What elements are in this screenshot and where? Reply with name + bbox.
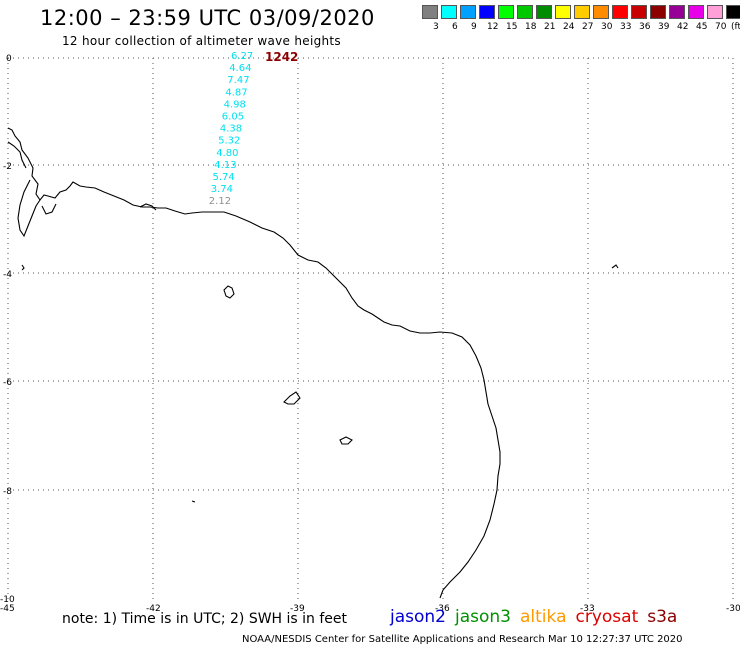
legend-label: 21 (544, 22, 556, 32)
legend-label: (ft) (731, 22, 740, 32)
legend-swatch (631, 5, 647, 19)
legend-swatch (707, 5, 723, 19)
longitude-tick-label: -45 (0, 604, 15, 614)
latitude-tick-label: -4 (3, 270, 12, 280)
satellite-label: altika (520, 607, 567, 627)
legend-label: 33 (620, 22, 632, 32)
wave-height-value: 5.32 (218, 136, 240, 147)
latitude-tick-label: -2 (3, 162, 12, 172)
legend-swatch (650, 5, 666, 19)
legend-label: 9 (471, 22, 477, 32)
latitude-tick-label: -6 (3, 378, 12, 388)
credit-line: NOAA/NESDIS Center for Satellite Applica… (242, 634, 683, 645)
coastline (7, 127, 619, 599)
satellite-legend: jason2 jason3 altika cryosat s3a (390, 607, 686, 627)
longitude-tick-label: -33 (580, 604, 595, 614)
legend-swatch (517, 5, 533, 19)
legend-swatch (593, 5, 609, 19)
wave-height-value: 2.12 (209, 196, 231, 207)
legend-swatch (441, 5, 457, 19)
legend-swatch (536, 5, 552, 19)
wave-height-value: 5.74 (213, 172, 235, 183)
legend-swatch (726, 5, 740, 19)
legend-label: 15 (506, 22, 518, 32)
legend-swatch (688, 5, 704, 19)
longitude-tick-label: -42 (146, 604, 161, 614)
legend-label: 3 (433, 22, 439, 32)
legend-label: 45 (696, 22, 708, 32)
units-note: note: 1) Time is in UTC; 2) SWH is in fe… (62, 611, 348, 627)
satellite-label: jason3 (455, 607, 511, 627)
legend-swatch (479, 5, 495, 19)
legend-label: 42 (677, 22, 689, 32)
legend-swatch (612, 5, 628, 19)
legend-label: 6 (452, 22, 458, 32)
latitude-tick-label: -10 (0, 595, 15, 605)
map-title: 12:00 – 23:59 UTC 03/09/2020 (40, 6, 375, 30)
wave-height-value: 7.47 (227, 75, 249, 86)
legend-swatch (574, 5, 590, 19)
wave-height-value: 6.27 (231, 51, 253, 62)
wave-height-value: 6.05 (222, 112, 244, 123)
longitude-tick-label: -30 (726, 604, 740, 614)
wave-height-value: 4.38 (220, 124, 242, 135)
latitude-tick-label: -8 (3, 487, 12, 497)
wave-height-value: 4.64 (229, 63, 251, 74)
latitude-axis: 0 -2 -4 -6 -8 -10 (0, 54, 15, 605)
legend-swatch (555, 5, 571, 19)
wave-height-value: 4.80 (216, 148, 238, 159)
wave-height-value: 4.13 (214, 160, 236, 171)
legend-label: 39 (658, 22, 670, 32)
legend-swatch (669, 5, 685, 19)
legend-label: 18 (525, 22, 537, 32)
longitude-tick-label: -39 (290, 604, 305, 614)
legend-swatch (422, 5, 438, 19)
legend-label: 36 (639, 22, 651, 32)
legend-label: 27 (582, 22, 594, 32)
legend-swatch (460, 5, 476, 19)
legend-swatch (498, 5, 514, 19)
satellite-label: jason2 (390, 607, 446, 627)
map-subtitle: 12 hour collection of altimeter wave hei… (62, 34, 341, 48)
wave-height-value: 3.74 (211, 184, 233, 195)
grid-lines (7, 57, 734, 600)
longitude-tick-label: -36 (435, 604, 450, 614)
wave-height-value: 4.98 (224, 99, 246, 110)
longitude-axis: -45 -42 -39 -36 -33 -30 (0, 604, 740, 614)
satellite-label: s3a (647, 607, 678, 627)
legend-label: 30 (601, 22, 613, 32)
wave-height-value: 4.87 (225, 87, 247, 98)
wave-height-track: 6.274.647.474.874.98 6.054.385.324.804.13… (209, 51, 253, 207)
legend-label: 12 (487, 22, 499, 32)
legend-label: 24 (563, 22, 575, 32)
satellite-label: cryosat (575, 607, 639, 627)
legend-label: 70 (715, 22, 727, 32)
latitude-tick-label: 0 (6, 54, 12, 64)
pass-time-label: 1242 (265, 50, 298, 64)
